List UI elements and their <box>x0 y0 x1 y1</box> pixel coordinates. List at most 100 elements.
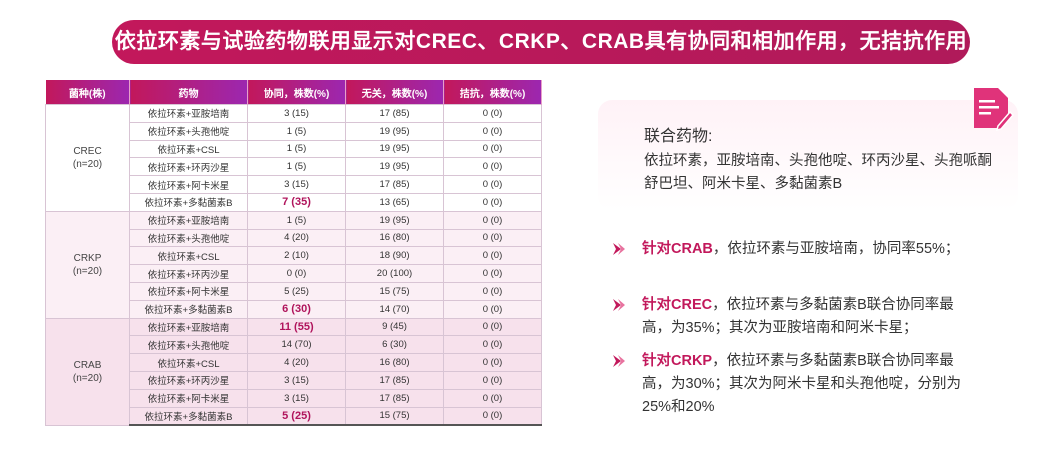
table-row: CRKP (n=20) 依拉环素+亚胺培南 1 (5) 19 (95) 0 (0) <box>45 210 542 319</box>
synergy-cell: 2 (10) <box>247 246 346 266</box>
bullet-crab: 针对CRAB，依拉环素与亚胺培南，协同率55%； <box>612 238 972 261</box>
indifferent-cell: 19 (95) <box>345 139 444 159</box>
drug-cell: 依拉环素+头孢他啶 <box>129 335 248 355</box>
table-row: 依拉环素+阿卡米星 5 (25) 15 (75) 0 (0) <box>46 281 542 301</box>
strain-cell: CREC (n=20) <box>45 104 130 212</box>
panel-title: 联合药物: <box>644 128 713 145</box>
synergy-cell: 1 (5) <box>247 139 346 159</box>
antagonism-cell: 0 (0) <box>443 121 542 141</box>
antagonism-cell: 0 (0) <box>443 139 542 159</box>
synergy-cell: 11 (55) <box>247 317 346 337</box>
indifferent-cell: 17 (85) <box>345 388 444 408</box>
banner-title: 依拉环素与试验药物联用显示对CREC、CRKP、CRAB具有协同和相加作用，无拮… <box>114 30 968 53</box>
bullet-crec: 针对CREC，依拉环素与多黏菌素B联合协同率最高，为35%；其次为亚胺培南和阿米… <box>612 294 972 340</box>
drug-cell: 依拉环素+环丙沙星 <box>129 370 248 390</box>
drug-cell: 依拉环素+头孢他啶 <box>129 228 248 248</box>
synergy-cell: 1 (5) <box>247 210 346 230</box>
header-drug: 药物 <box>129 80 248 105</box>
strain-name: CRAB <box>73 359 102 371</box>
table-row: 依拉环素+阿卡米星 3 (15) 17 (85) 0 (0) <box>46 388 542 408</box>
drug-cell: 依拉环素+多黏菌素B <box>129 299 248 319</box>
drug-cell: 依拉环素+亚胺培南 <box>129 104 248 123</box>
drug-cell: 依拉环素+CSL <box>129 353 248 372</box>
synergy-cell: 6 (30) <box>247 299 346 319</box>
synergy-cell: 4 (20) <box>247 353 346 372</box>
indifferent-cell: 15 (75) <box>345 406 444 427</box>
indifferent-cell: 17 (85) <box>345 175 444 194</box>
synergy-cell: 3 (15) <box>247 175 346 194</box>
synergy-table: 菌种(株) 药物 协同，株数(%) 无关，株数(%) 拮抗，株数(%) CREC… <box>45 80 542 427</box>
strain-name: CREC <box>73 145 102 157</box>
table-row: 依拉环素+CSL 1 (5) 19 (95) 0 (0) <box>46 139 542 159</box>
synergy-cell: 4 (20) <box>247 228 346 248</box>
antagonism-cell: 0 (0) <box>443 299 542 319</box>
antagonism-cell: 0 (0) <box>443 192 542 212</box>
antagonism-cell: 0 (0) <box>443 370 542 390</box>
synergy-cell: 0 (0) <box>247 264 346 283</box>
drug-cell: 依拉环素+阿卡米星 <box>129 281 248 301</box>
table-row: 依拉环素+环丙沙星 1 (5) 19 (95) 0 (0) <box>46 157 542 177</box>
synergy-cell: 3 (15) <box>247 388 346 408</box>
drug-cell: 依拉环素+亚胺培南 <box>129 317 248 337</box>
strain-count: (n=20) <box>72 265 103 277</box>
bullet-text: ，依拉环素与亚胺培南，协同率55%； <box>712 241 960 257</box>
indifferent-cell: 19 (95) <box>345 121 444 141</box>
table-row: CRAB (n=20) 依拉环素+亚胺培南 11 (55) 9 (45) 0 (0) <box>45 317 542 426</box>
chevron-right-icon <box>613 243 625 255</box>
drug-cell: 依拉环素+头孢他啶 <box>129 121 248 141</box>
table-row: 依拉环素+头孢他啶 4 (20) 16 (80) 0 (0) <box>46 228 542 248</box>
bullet-key: 针对CRKP <box>642 353 713 369</box>
drug-cell: 依拉环素+环丙沙星 <box>129 157 248 177</box>
bullet-key: 针对CREC <box>642 297 713 313</box>
synergy-cell: 5 (25) <box>247 281 346 301</box>
synergy-cell: 1 (5) <box>247 157 346 177</box>
indifferent-cell: 14 (70) <box>345 299 444 319</box>
antagonism-cell: 0 (0) <box>443 264 542 283</box>
chevron-right-icon <box>613 355 625 367</box>
drug-cell: 依拉环素+环丙沙星 <box>129 264 248 283</box>
synergy-cell: 14 (70) <box>247 335 346 355</box>
panel-text: 依拉环素，亚胺培南、头孢他啶、环丙沙星、头孢哌酮舒巴坦、阿米卡星、多黏菌素B <box>644 153 992 192</box>
indifferent-cell: 20 (100) <box>345 264 444 283</box>
header-strain: 菌种(株) <box>45 80 130 105</box>
antagonism-cell: 0 (0) <box>443 157 542 177</box>
drug-cell: 依拉环素+CSL <box>129 246 248 266</box>
antagonism-cell: 0 (0) <box>443 104 542 123</box>
header-antagonism: 拮抗，株数(%) <box>443 80 542 105</box>
bullet-text: ，依拉环素与多黏菌素B联合协同率最高，为30%；其次为阿米卡星和头孢他啶，分别为… <box>642 353 962 415</box>
indifferent-cell: 9 (45) <box>345 317 444 337</box>
chevron-right-icon <box>613 299 625 311</box>
table-row: 依拉环素+阿卡米星 3 (15) 17 (85) 0 (0) <box>46 175 542 194</box>
antagonism-cell: 0 (0) <box>443 246 542 266</box>
header-indifferent: 无关，株数(%) <box>345 80 444 105</box>
synergy-cell: 5 (25) <box>247 406 346 427</box>
bullet-text: ，依拉环素与多黏菌素B联合协同率最高，为35%；其次为亚胺培南和阿米卡星； <box>642 297 954 336</box>
antagonism-cell: 0 (0) <box>443 406 542 427</box>
table-row: 依拉环素+环丙沙星 0 (0) 20 (100) 0 (0) <box>46 264 542 283</box>
drug-cell: 依拉环素+多黏菌素B <box>129 192 248 212</box>
antagonism-cell: 0 (0) <box>443 353 542 372</box>
combination-drugs-panel: 联合药物: 依拉环素，亚胺培南、头孢他啶、环丙沙星、头孢哌酮舒巴坦、阿米卡星、多… <box>598 100 1018 210</box>
strain-name: CRKP <box>73 252 102 264</box>
indifferent-cell: 19 (95) <box>345 157 444 177</box>
strain-count: (n=20) <box>72 372 103 384</box>
table-row: 依拉环素+多黏菌素B 5 (25) 15 (75) 0 (0) <box>46 406 542 427</box>
indifferent-cell: 18 (90) <box>345 246 444 266</box>
table-row: 依拉环素+多黏菌素B 6 (30) 14 (70) 0 (0) <box>46 299 542 319</box>
drug-cell: 依拉环素+阿卡米星 <box>129 175 248 194</box>
strain-count: (n=20) <box>72 158 103 170</box>
indifferent-cell: 17 (85) <box>345 104 444 123</box>
antagonism-cell: 0 (0) <box>443 210 542 230</box>
table-row: 依拉环素+环丙沙星 3 (15) 17 (85) 0 (0) <box>46 370 542 390</box>
drug-cell: 依拉环素+阿卡米星 <box>129 388 248 408</box>
drug-cell: 依拉环素+CSL <box>129 139 248 159</box>
indifferent-cell: 16 (80) <box>345 353 444 372</box>
synergy-cell: 3 (15) <box>247 104 346 123</box>
synergy-cell: 3 (15) <box>247 370 346 390</box>
bullet-crkp: 针对CRKP，依拉环素与多黏菌素B联合协同率最高，为30%；其次为阿米卡星和头孢… <box>612 350 972 419</box>
antagonism-cell: 0 (0) <box>443 388 542 408</box>
indifferent-cell: 17 (85) <box>345 370 444 390</box>
strain-cell: CRKP (n=20) <box>45 210 130 319</box>
drug-cell: 依拉环素+亚胺培南 <box>129 210 248 230</box>
synergy-cell: 1 (5) <box>247 121 346 141</box>
